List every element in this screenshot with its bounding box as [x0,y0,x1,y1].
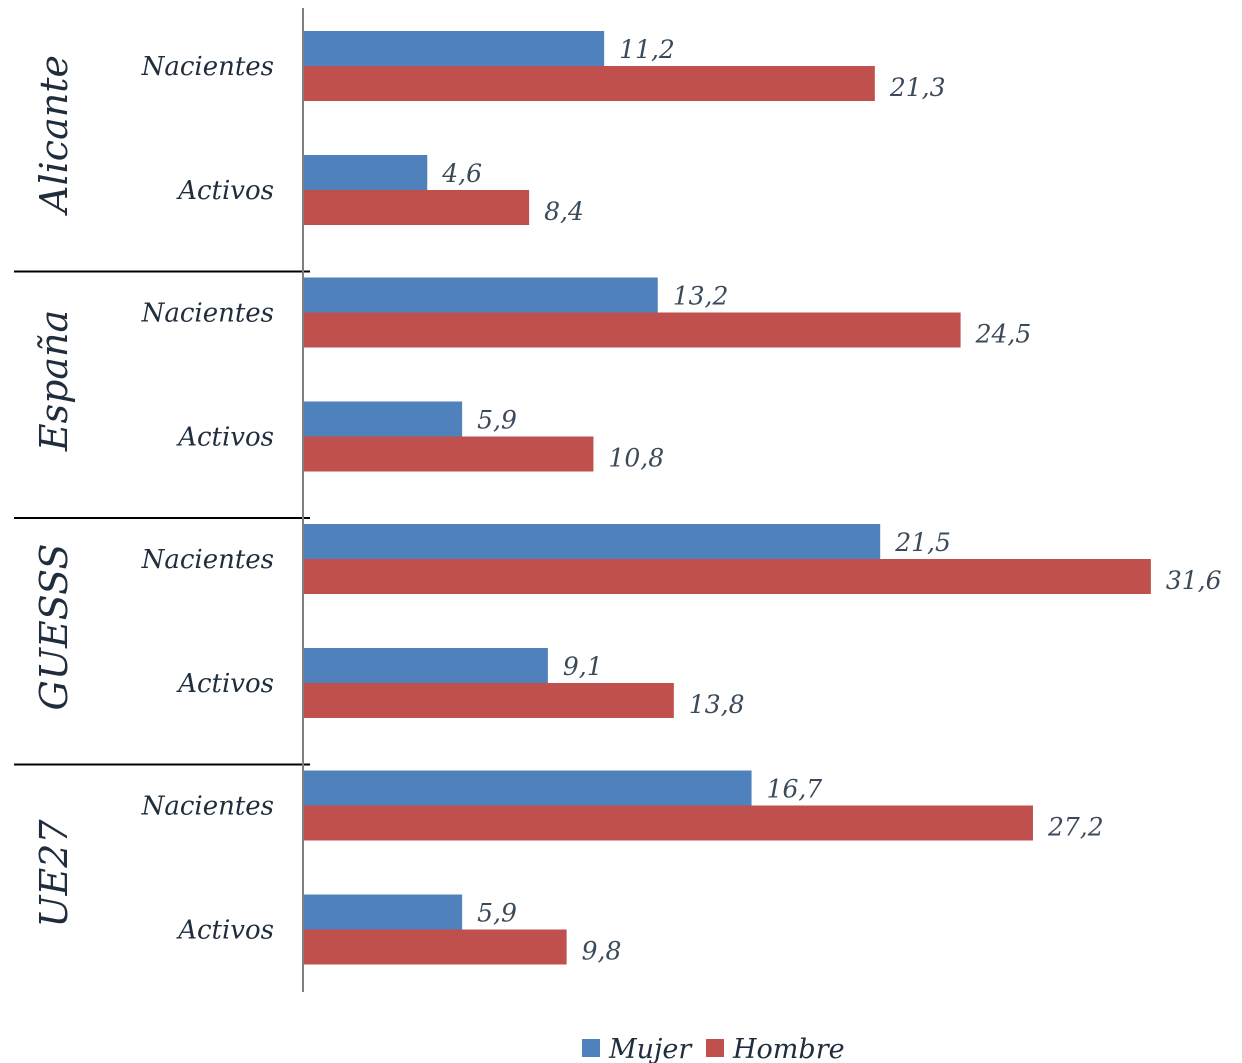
bar-guesss-activos-mujer [304,648,548,683]
legend-swatch-mujer [582,1039,600,1057]
value-label-ue27-nacientes-mujer: 16,7 [767,775,823,804]
bar-guesss-nacientes-mujer [304,524,881,559]
bar-espana-nacientes-hombre [304,312,961,348]
value-label-guesss-activos-hombre: 13,8 [689,690,745,719]
bar-ue27-nacientes-hombre [304,805,1033,841]
category-label-ue27-activos: Activos [176,916,274,946]
bar-ue27-nacientes-mujer [304,770,752,806]
group-label-guesss: GUESSS [32,544,76,711]
value-label-ue27-activos-hombre: 9,8 [582,937,622,966]
bar-guesss-activos-hombre [304,683,674,718]
value-label-espana-activos-hombre: 10,8 [608,444,664,473]
bar-alicante-nacientes-mujer [304,31,605,66]
category-label-guesss-activos: Activos [176,669,274,699]
bar-ue27-activos-hombre [304,929,567,965]
bar-alicante-activos-mujer [304,155,428,190]
bar-alicante-activos-hombre [304,190,530,225]
group-separators [14,270,310,766]
value-label-guesss-nacientes-hombre: 31,6 [1166,566,1222,595]
bar-espana-activos-mujer [304,401,463,437]
value-label-espana-activos-mujer: 5,9 [477,406,517,435]
legend-label-mujer: Mujer [608,1034,693,1063]
category-label-espana-nacientes: Nacientes [141,299,274,329]
group-label-alicante: Alicante [32,55,76,216]
group-label-espana: España [32,310,76,452]
category-label-ue27-nacientes: Nacientes [141,792,274,822]
value-label-espana-nacientes-mujer: 13,2 [673,282,729,311]
legend-label-hombre: Hombre [732,1034,845,1063]
value-label-alicante-activos-hombre: 8,4 [544,197,584,226]
category-label-espana-activos: Activos [176,423,274,453]
value-label-ue27-nacientes-hombre: 27,2 [1047,813,1104,842]
legend-swatch-hombre [706,1039,724,1057]
value-label-guesss-nacientes-mujer: 21,5 [894,528,951,557]
value-label-guesss-activos-mujer: 9,1 [563,652,603,681]
bar-espana-nacientes-mujer [304,277,658,313]
bar-espana-activos-hombre [304,436,594,472]
bars-layer [304,31,1151,965]
bar-ue27-activos-mujer [304,894,463,930]
value-label-alicante-nacientes-mujer: 11,2 [619,35,675,64]
bar-alicante-nacientes-hombre [304,66,875,101]
value-label-alicante-nacientes-hombre: 21,3 [889,73,946,102]
value-label-alicante-activos-mujer: 4,6 [441,159,482,188]
bar-guesss-nacientes-hombre [304,559,1151,594]
category-label-alicante-activos: Activos [176,176,274,206]
labels-layer: Nacientes 11,2 21,3 Activos 4,6 8,4 Alicante Na… [32,35,1222,966]
group-label-ue27: UE27 [32,819,76,928]
value-label-espana-nacientes-hombre: 24,5 [975,320,1032,349]
legend: Mujer Hombre [582,1034,845,1063]
category-label-alicante-nacientes: Nacientes [141,52,274,82]
category-label-guesss-nacientes: Nacientes [141,545,274,575]
value-label-ue27-activos-mujer: 5,9 [477,899,517,928]
